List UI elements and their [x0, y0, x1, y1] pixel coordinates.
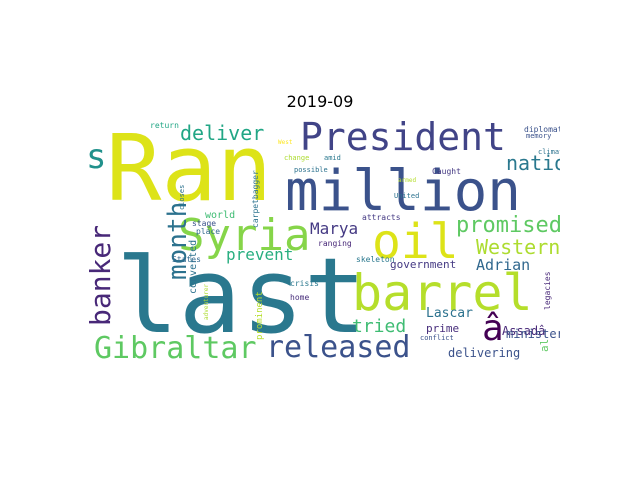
word-17: nation [506, 151, 560, 175]
word-52: United [394, 192, 419, 200]
word-6: President [300, 115, 506, 159]
word-36: crisis [290, 279, 319, 288]
word-35: skeleton [356, 255, 395, 264]
word-33: ranging [318, 239, 352, 248]
word-30: converted [188, 240, 199, 294]
word-12: s [86, 137, 106, 177]
word-54: memory [526, 132, 551, 140]
word-34: attracts [362, 213, 401, 222]
word-18: tried [352, 316, 406, 337]
word-27: prime [426, 322, 459, 335]
word-25: Assadâ [502, 324, 545, 338]
word-1: Ran [106, 115, 272, 222]
word-23: Lascar [426, 306, 473, 321]
word-37: home [290, 293, 309, 302]
word-45: return [150, 121, 179, 130]
word-55: climate [538, 148, 560, 156]
word-51: Caught [432, 167, 461, 176]
word-22: government [390, 258, 456, 271]
word-4: barrel [352, 264, 533, 322]
word-32: carpetbagger [251, 170, 260, 228]
word-49: possible [294, 166, 328, 174]
word-7: Syria [178, 210, 310, 261]
word-43: closes [178, 185, 186, 210]
word-47: change [284, 154, 309, 162]
word-10: banker [84, 225, 117, 326]
chart-title: 2019-09 [286, 92, 354, 111]
word-28: al [538, 339, 551, 352]
word-16: deliver [180, 121, 264, 145]
word-11: month [163, 202, 193, 280]
word-38: conflict [420, 334, 454, 342]
word-14: promised [456, 213, 560, 238]
word-9: released [266, 330, 411, 365]
word-15: Western [476, 235, 560, 259]
word-48: amid [324, 154, 341, 162]
word-41: place [196, 227, 220, 236]
word-42: States [172, 255, 201, 264]
word-44: adventurer [203, 283, 210, 320]
word-8: Gibraltar [94, 331, 257, 366]
word-26: minister [506, 327, 560, 341]
word-20: prevent [226, 245, 293, 264]
word-40: stage [192, 219, 216, 228]
word-5: oil [372, 214, 459, 270]
word-53: diplomatic [524, 125, 560, 134]
word-50: armed [398, 177, 416, 184]
word-31: prominent [255, 291, 265, 340]
word-39: legacies [543, 271, 552, 310]
word-21: Adrian [476, 256, 530, 274]
word-3: million [285, 159, 521, 224]
word-2: last [116, 235, 366, 357]
word-24: delivering [448, 346, 520, 360]
word-46: West [278, 139, 293, 146]
word-19: Marya [310, 219, 358, 238]
word-29: world [205, 210, 235, 221]
word-13: â [482, 308, 504, 349]
